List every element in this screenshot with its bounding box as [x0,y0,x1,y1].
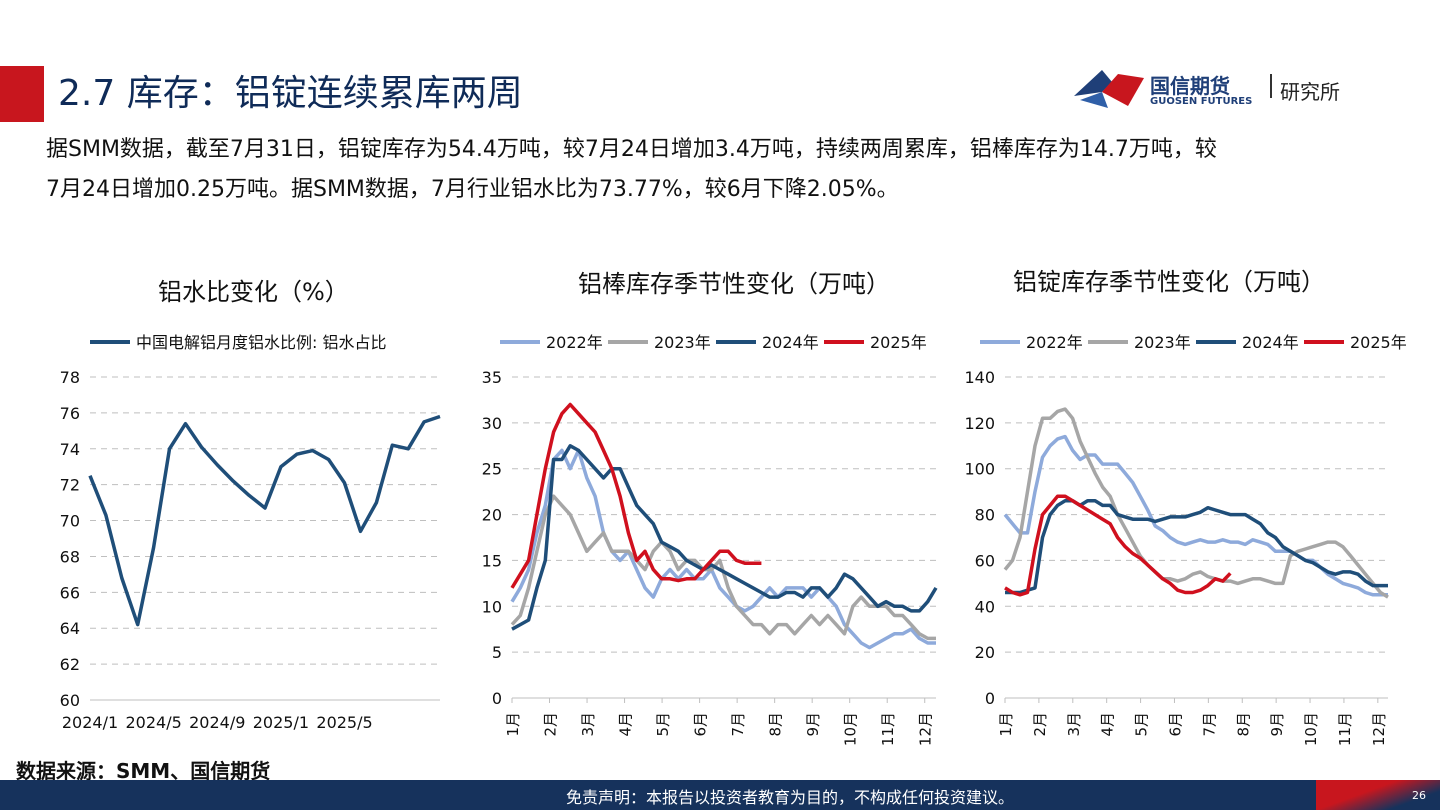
y-tick-label: 40 [975,597,995,616]
x-tick-label: 4月 [1099,712,1117,737]
y-tick-label: 15 [482,551,502,570]
y-tick-label: 35 [482,368,502,387]
legend-label: 中国电解铝月度铝水比例: 铝水占比 [136,333,386,352]
x-tick-label: 11月 [1336,712,1354,746]
legend-label: 2022年 [1026,333,1083,352]
y-tick-label: 78 [60,368,80,387]
x-tick-label: 2025/1 [253,713,309,732]
legend-label: 2023年 [1134,333,1191,352]
y-tick-label: 140 [964,368,995,387]
y-tick-label: 80 [975,506,995,525]
page-number: 26 [1412,789,1426,802]
y-tick-label: 0 [985,689,995,708]
x-tick-label: 7月 [1200,712,1218,737]
x-tick-label: 4月 [617,712,635,737]
x-tick-label: 2024/9 [189,713,245,732]
summary-text: 据SMM数据，截至7月31日，铝锭库存为54.4万吨，较7月24日增加3.4万吨… [46,130,1396,210]
x-tick-label: 12月 [917,712,935,746]
y-tick-label: 20 [975,643,995,662]
summary-line-1: 据SMM数据，截至7月31日，铝锭库存为54.4万吨，较7月24日增加3.4万吨… [46,137,1217,162]
x-tick-label: 6月 [1166,712,1184,737]
x-tick-label: 8月 [1234,712,1252,737]
y-tick-label: 10 [482,597,502,616]
legend-label: 2023年 [654,333,711,352]
legend-label: 2025年 [870,333,927,352]
x-tick-label: 7月 [729,712,747,737]
disclaimer-text: 免责声明：本报告以投资者教育为目的，不构成任何投资建议。 [565,788,1014,807]
aluminum-ingot-inventory-chart: 2022年 2023年 2024年 2025年 140 120 100 80 60 40 20 01月… [964,333,1407,746]
y-tick-label: 30 [482,414,502,433]
x-tick-label: 2024/1 [62,713,118,732]
y-tick-label: 62 [60,655,80,674]
aluminum-water-ratio-chart: 中国电解铝月度铝水比例: 铝水占比 78 76 74 72 70 68 66 64 62 60 202… [60,333,441,732]
series-line-2023年 [510,494,936,641]
y-tick-label: 74 [60,440,80,459]
y-tick-label: 68 [60,547,80,566]
y-tick-label: 60 [60,691,80,710]
series-line-2025年 [1004,494,1232,597]
page-title: 2.7 库存：铝锭连续累库两周 [58,73,523,114]
y-tick-label: 72 [60,476,80,495]
x-tick-label: 3月 [579,712,597,737]
series-line-water-ratio [88,414,441,627]
x-tick-label: 2月 [1031,712,1049,737]
y-tick-label: 25 [482,460,502,479]
series-line-2024年 [1005,499,1388,595]
chart3-title: 铝锭库存季节性变化（万吨） [1013,268,1325,296]
series-line-2025年 [510,402,762,589]
x-tick-label: 3月 [1065,712,1083,737]
chart1-title: 铝水比变化（%） [158,278,349,306]
x-tick-label: 1月 [504,712,522,737]
logo-en-text: GUOSEN FUTURES [1150,96,1253,107]
company-logo: 国信期货 GUOSEN FUTURES 研究所 [1072,66,1372,116]
guosen-logo-icon [1074,70,1144,108]
x-tick-label: 9月 [1268,712,1286,737]
x-tick-label: 12月 [1370,712,1388,746]
y-tick-label: 120 [964,414,995,433]
x-tick-label: 5月 [654,712,672,737]
summary-line-2: 7月24日增加0.25万吨。据SMM数据，7月行业铝水比为73.77%，较6月下… [46,177,899,202]
y-tick-label: 20 [482,506,502,525]
y-tick-label: 66 [60,583,80,602]
x-tick-label: 6月 [692,712,710,737]
y-tick-label: 0 [492,689,502,708]
x-tick-label: 2025/5 [316,713,372,732]
logo-separator [1270,74,1272,98]
y-tick-label: 5 [492,643,502,662]
x-tick-label: 10月 [842,712,860,746]
x-tick-label: 2024/5 [125,713,181,732]
legend-label: 2022年 [546,333,603,352]
y-tick-label: 76 [60,404,80,423]
x-tick-label: 10月 [1302,712,1320,746]
logo-cn-text: 国信期货 [1150,74,1230,98]
aluminum-rod-inventory-chart: 2022年 2023年 2024年 2025年 35 30 25 20 15 10 5 01月 2月 3月… [482,333,938,746]
y-tick-label: 64 [60,619,80,638]
series-line-2024年 [511,444,938,631]
series-line-2022年 [510,448,936,650]
footer-bar [0,780,1440,810]
title-accent-bar [0,66,44,122]
legend-label: 2024年 [762,333,819,352]
x-tick-label: 8月 [767,712,785,737]
data-source: 数据来源：SMM、国信期货 [16,759,271,783]
x-tick-label: 11月 [879,712,897,746]
logo-dept-text: 研究所 [1280,80,1340,104]
x-tick-label: 1月 [997,712,1015,737]
footer-accent [1316,780,1440,810]
legend-label: 2024年 [1242,333,1299,352]
x-tick-label: 5月 [1133,712,1151,737]
legend-label: 2025年 [1350,333,1407,352]
x-tick-label: 2月 [542,712,560,737]
y-tick-label: 100 [964,460,995,479]
chart2-title: 铝棒库存季节性变化（万吨） [578,270,890,298]
y-tick-label: 60 [975,551,995,570]
y-tick-label: 70 [60,512,80,531]
x-tick-label: 9月 [804,712,822,737]
series-line-2023年 [1003,407,1389,599]
